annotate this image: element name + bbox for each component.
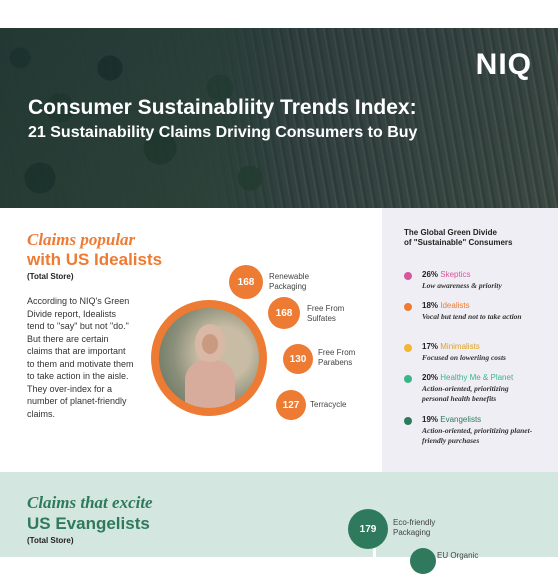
evangelists-section [0, 472, 558, 557]
segment-dot [404, 272, 412, 280]
claim-label: EU Organic [437, 551, 479, 560]
idealists-store-label: (Total Store) [27, 272, 74, 281]
evangelists-heading: US Evangelists [27, 514, 150, 533]
niq-logo: NIQ [475, 48, 532, 81]
page-title: Consumer Sustainabliity Trends Index: [28, 96, 417, 119]
claim-label: Renewable Packaging [269, 272, 310, 291]
forest-aerial-image [0, 28, 300, 208]
hero-banner: NIQ Consumer Sustainabliity Trends Index… [0, 28, 558, 208]
idealists-heading-italic: Claims popular [27, 230, 136, 249]
idealists-heading: with US Idealists [27, 250, 163, 269]
claim-label: Free From Parabens [318, 348, 356, 367]
segment-dot [404, 344, 412, 352]
claim-label: Free From Sulfates [307, 304, 345, 323]
green-divide-panel [382, 208, 558, 472]
claim-bubble [410, 548, 436, 574]
segment-dot [404, 417, 412, 425]
claim-bubble: 179 [348, 509, 388, 549]
page-subtitle: 21 Sustainability Claims Driving Consume… [28, 124, 418, 141]
claim-label: Terracycle [310, 400, 347, 409]
claim-label: Eco-friendly Packaging [393, 518, 436, 537]
idealists-paragraph: According to NIQ's Green Divide report, … [27, 296, 134, 419]
segment-dot [404, 303, 412, 311]
green-divide-title: The Global Green Divide of "Sustainable"… [404, 228, 513, 247]
shopper-photo [159, 308, 259, 408]
evangelists-store-label: (Total Store) [27, 536, 74, 545]
claim-bubble: 168 [229, 265, 263, 299]
claim-bubble: 127 [276, 390, 306, 420]
claim-bubble: 168 [268, 297, 300, 329]
evangelists-heading-italic: Claims that excite [27, 493, 153, 512]
claim-bubble: 130 [283, 344, 313, 374]
segment-dot [404, 375, 412, 383]
